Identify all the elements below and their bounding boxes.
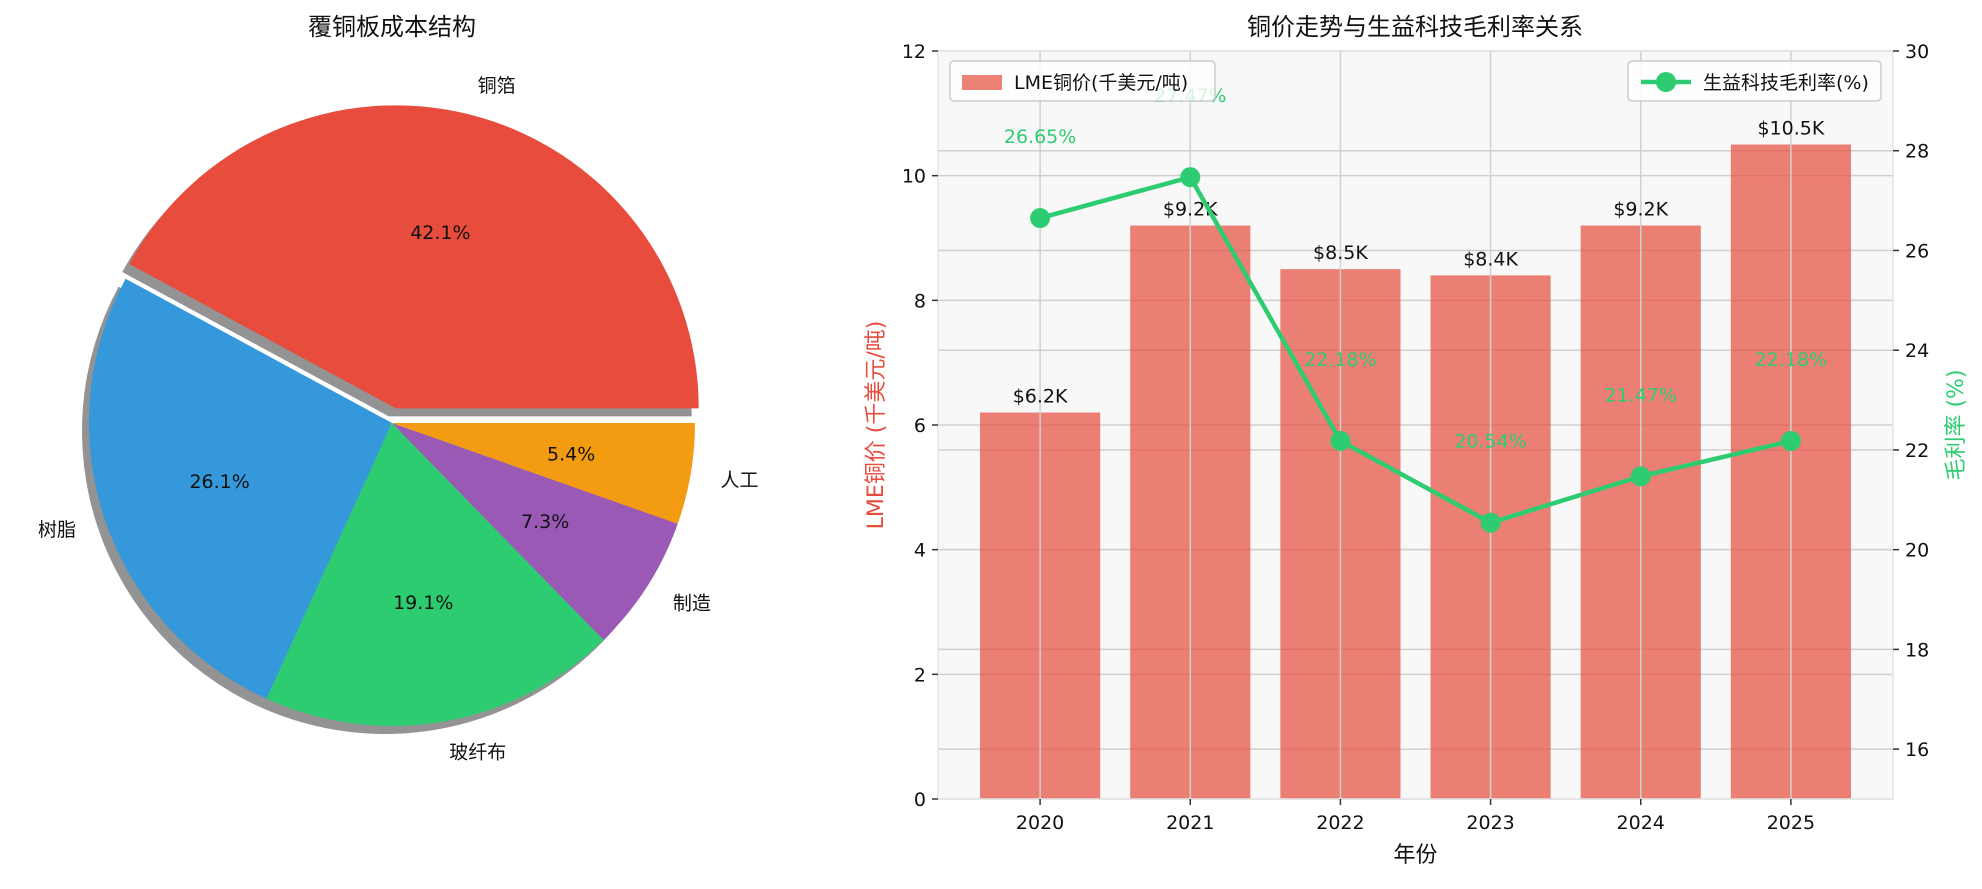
pie-pct-label: 7.3%	[521, 511, 569, 533]
margin-value-label: 20.54%	[1454, 431, 1526, 453]
right-tick-label: 20	[1905, 540, 1929, 562]
combo-title: 铜价走势与生益科技毛利率关系	[1247, 13, 1583, 41]
right-tick-label: 22	[1905, 440, 1929, 462]
pie-pct-label: 5.4%	[547, 444, 595, 466]
left-tick-label: 12	[902, 41, 926, 63]
margin-point-2021	[1180, 167, 1201, 188]
legend-bar-label: LME铜价(千美元/吨)	[1014, 72, 1188, 94]
pie-title: 覆铜板成本结构	[308, 13, 476, 41]
pie-slice-铜箔	[129, 105, 699, 409]
right-tick-label: 16	[1905, 739, 1929, 761]
margin-point-2023	[1480, 512, 1501, 533]
bar-value-label: $9.2K	[1613, 199, 1668, 221]
legend-left	[949, 60, 1216, 102]
x-tick-label: 2020	[1016, 812, 1064, 834]
right-axis-label: 毛利率 (%)	[1944, 369, 1969, 480]
pie-slice-label: 铜箔	[478, 75, 516, 97]
right-tick-label: 28	[1905, 141, 1929, 163]
pie-slice-label: 玻纤布	[449, 741, 506, 763]
left-tick-label: 8	[914, 290, 926, 312]
margin-value-label: 21.47%	[1605, 384, 1677, 406]
bar-value-label: $6.2K	[1013, 386, 1068, 408]
legend-line-marker	[1656, 72, 1676, 92]
margin-point-2024	[1630, 466, 1651, 487]
left-tick-label: 2	[914, 664, 926, 686]
pie-pct-label: 26.1%	[189, 471, 249, 493]
pie-slice-制造	[392, 423, 678, 640]
pie-slice-label: 人工	[721, 469, 759, 491]
margin-value-label: 22.18%	[1304, 349, 1376, 371]
x-tick-label: 2022	[1316, 812, 1364, 834]
margin-value-label: 26.65%	[1004, 126, 1076, 148]
pie-slice-label: 制造	[673, 592, 711, 614]
pie-slice-人工	[392, 423, 695, 524]
right-tick-label: 30	[1905, 41, 1929, 63]
combo-chart: $6.2K$9.2K$8.5K$8.4K$9.2K$10.5K26.65%27.…	[864, 41, 1969, 868]
right-tick-label: 18	[1905, 639, 1929, 661]
bar-value-label: $10.5K	[1757, 118, 1824, 140]
x-tick-label: 2025	[1767, 812, 1815, 834]
legend-line-label: 生益科技毛利率(%)	[1703, 72, 1869, 94]
margin-point-2025	[1780, 430, 1801, 451]
left-axis-label: LME铜价 (千美元/吨)	[864, 321, 889, 530]
x-tick-label: 2021	[1166, 812, 1214, 834]
pie-slice-玻纤布	[266, 423, 604, 727]
legend-right	[1627, 60, 1882, 102]
margin-value-label: 22.18%	[1755, 349, 1827, 371]
pie-chart: 铜箔 42.1% 树脂 26.1% 玻纤布 19.1% 制造 7.3% 人工 5.4%	[38, 75, 759, 763]
right-tick-label: 24	[1905, 340, 1929, 362]
pie-pct-label: 19.1%	[393, 592, 453, 614]
x-tick-label: 2024	[1617, 812, 1665, 834]
pie-pct-label: 42.1%	[410, 222, 470, 244]
x-axis-label: 年份	[1393, 843, 1437, 868]
left-tick-label: 10	[902, 166, 926, 188]
x-tick-label: 2023	[1466, 812, 1514, 834]
margin-point-2022	[1330, 430, 1351, 451]
right-tick-label: 26	[1905, 240, 1929, 262]
left-tick-label: 4	[914, 540, 926, 562]
left-tick-label: 6	[914, 415, 926, 437]
bar-value-label: $8.5K	[1313, 242, 1368, 264]
left-tick-label: 0	[914, 789, 926, 811]
pie-slice-树脂	[88, 278, 392, 699]
margin-point-2020	[1030, 208, 1051, 229]
pie-slice-label: 树脂	[38, 519, 76, 541]
margin-line	[1039, 174, 1792, 525]
legend-bar-swatch	[962, 75, 1002, 90]
bar-value-label: $8.4K	[1463, 248, 1518, 270]
